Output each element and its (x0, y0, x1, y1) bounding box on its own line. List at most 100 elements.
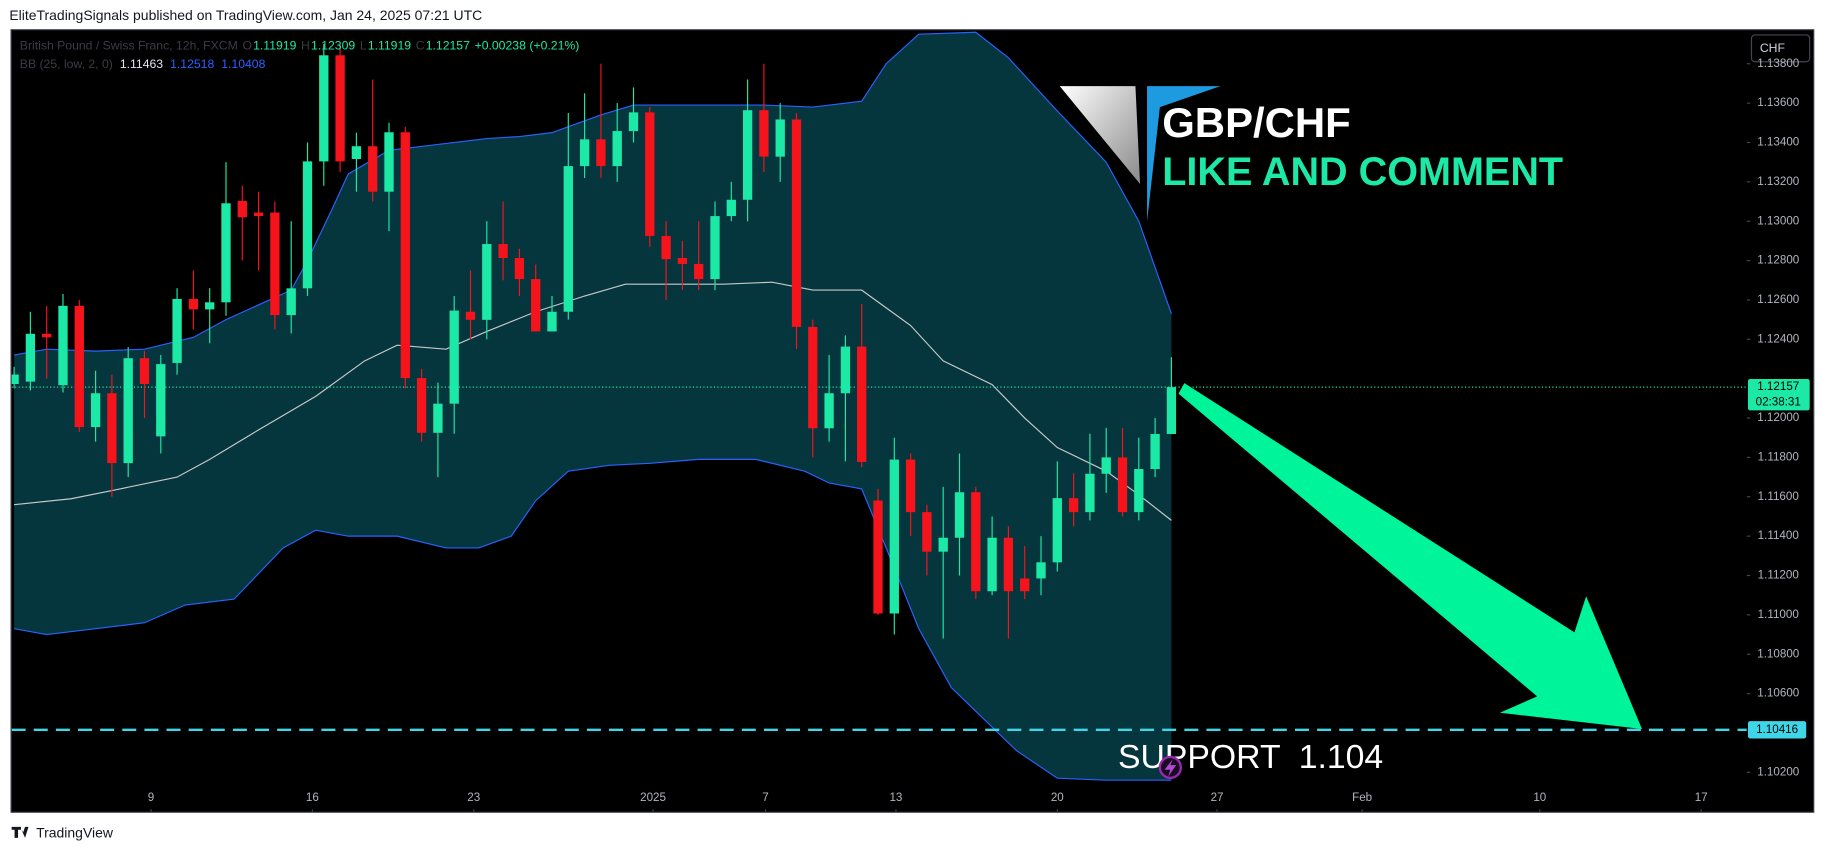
candle-body (286, 288, 296, 316)
candle-body (107, 393, 117, 464)
candle-body (319, 55, 329, 162)
candle-body (889, 459, 899, 614)
legend-row: British Pound / Swiss Franc, 12h, FXCM O1… (20, 39, 580, 53)
last-price-box (1747, 378, 1810, 411)
candle-body (612, 131, 622, 167)
candle-body (596, 139, 606, 167)
candle-body (270, 212, 280, 316)
candle-body (384, 132, 394, 192)
currency-label[interactable]: CHF (1760, 41, 1785, 55)
legend-value: 1.12157 (426, 39, 470, 53)
candle-body (302, 161, 313, 289)
x-tick-label: 27 (1211, 791, 1224, 804)
candle-body (1068, 498, 1079, 513)
bb-lower: 1.10408 (221, 57, 265, 71)
x-tick-label: 16 (306, 791, 319, 804)
currency-button[interactable]: CHF (1750, 34, 1811, 63)
y-tick-label: 1.11400 (1758, 529, 1800, 542)
legend-change-pct: (+0.21%) (529, 39, 579, 53)
candle-body (1052, 498, 1062, 563)
x-tick-label: Feb (1352, 791, 1372, 804)
legend-change: +0.00238 (475, 39, 527, 53)
legend-value: 1.11919 (253, 39, 296, 53)
x-tick-label: 10 (1533, 791, 1546, 804)
candle-body (579, 139, 590, 167)
logo-blue (1147, 86, 1221, 222)
candle-body (759, 110, 769, 157)
candle-body (449, 310, 459, 404)
last-price-label: 1.12157 (1757, 380, 1799, 393)
candle-body (1085, 473, 1095, 513)
candle-body (74, 305, 84, 428)
x-tick-label: 2025 (640, 791, 666, 804)
candle-body (172, 298, 182, 363)
legend-key: L (360, 39, 367, 53)
y-tick-label: 1.13800 (1757, 57, 1800, 70)
candle-body (123, 358, 133, 464)
candle-body (840, 346, 851, 394)
x-tick-label: 13 (889, 791, 902, 804)
currency-box[interactable] (1750, 34, 1811, 63)
candle-body (156, 364, 166, 437)
candle-body (905, 459, 916, 513)
candle-body (775, 119, 785, 157)
candle-body (1003, 537, 1014, 592)
x-tick-label: 23 (467, 791, 480, 804)
candle-body (416, 378, 427, 433)
candle-body (1134, 469, 1144, 513)
band-line (13, 31, 1172, 356)
candle-body (11, 374, 19, 384)
candle-body (987, 537, 997, 592)
down-arrow (1178, 383, 1643, 730)
candle-body (563, 166, 573, 312)
y-tick-label: 1.11000 (1758, 608, 1800, 621)
candle-body (1101, 457, 1111, 474)
candle-body (25, 333, 36, 382)
tv-logo (11, 826, 29, 838)
legend-value: 1.12309 (311, 39, 355, 53)
candle-body (514, 258, 525, 280)
candle-body (42, 333, 52, 338)
band-line (14, 281, 1172, 521)
candle-body (645, 112, 655, 236)
candle-body (188, 298, 199, 310)
publish-info: EliteTradingSignals published on Trading… (9, 7, 482, 23)
event-icon-bolt (1164, 759, 1177, 777)
x-tick-label: 20 (1051, 791, 1064, 804)
candle-body (808, 326, 818, 429)
candle-body (857, 346, 867, 462)
y-tick-label: 1.10800 (1757, 647, 1800, 660)
legend-row: BB (25, low, 2, 0) 1.11463 1.12518 1.10408 (20, 57, 266, 71)
y-tick-label: 1.13000 (1757, 214, 1800, 227)
y-tick-label: 1.13400 (1757, 136, 1800, 149)
legend-key: H (301, 39, 310, 53)
band-fill (14, 32, 1172, 781)
candle-body (694, 263, 704, 280)
candle-body (661, 235, 671, 260)
candle-body (253, 212, 264, 217)
legend-key: O (242, 39, 252, 53)
x-tick-label: 9 (148, 791, 154, 804)
y-tick-label: 1.11800 (1758, 450, 1800, 463)
candle-body (237, 200, 247, 218)
candle-body (791, 119, 802, 327)
candle-body (1150, 433, 1160, 470)
candle-body (824, 393, 834, 429)
legend-value: 1.11919 (368, 39, 411, 53)
candle-body (710, 216, 720, 280)
y-tick-label: 1.11200 (1758, 569, 1800, 582)
candle-body (368, 146, 378, 192)
support-text: SUPPORT 1.104 (1118, 738, 1383, 776)
y-tick-label: 1.12600 (1757, 293, 1800, 306)
candle-body (433, 403, 443, 433)
candle-body (726, 199, 736, 217)
y-tick-label: 1.13200 (1757, 175, 1800, 188)
candle-body (90, 393, 101, 428)
y-tick-label: 1.10600 (1757, 687, 1800, 700)
plot-area (11, 31, 1747, 781)
candle-body (1166, 387, 1177, 434)
bb-upper: 1.12518 (170, 57, 214, 71)
x-tick-label: 17 (1695, 791, 1708, 804)
